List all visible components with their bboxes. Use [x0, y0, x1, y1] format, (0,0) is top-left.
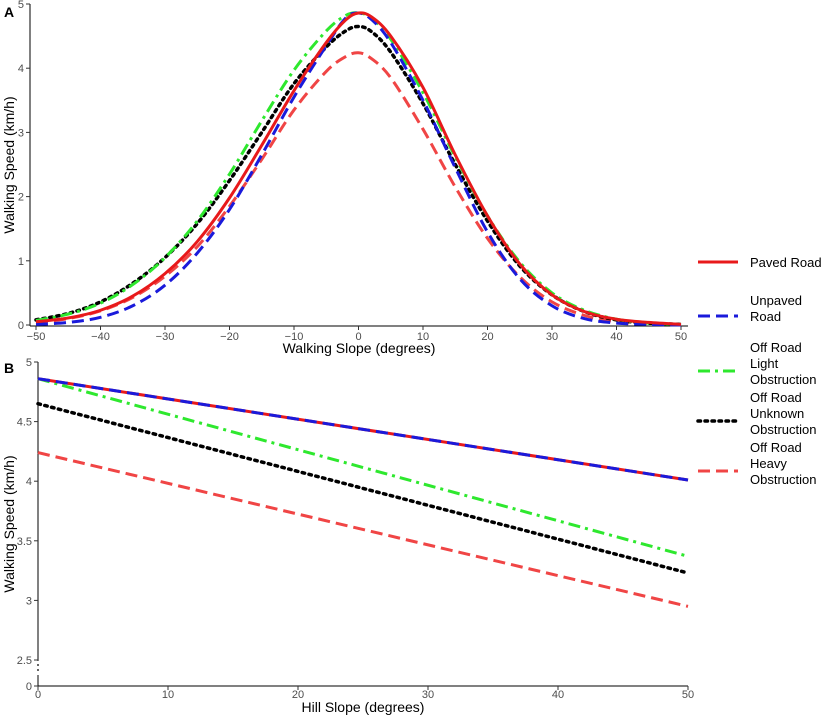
legend-label: Off Road [750, 390, 802, 405]
legend-label: Paved Road [750, 255, 822, 270]
series-line-off-road-heavy-obstruction [35, 51, 682, 326]
x-tick-label: −40 [91, 331, 110, 343]
y-tick-label: 0 [26, 681, 32, 693]
y-tick-label: 5 [18, 0, 24, 11]
panel-b: B 0 10 20 30 40 50 0 2.5 3 3.5 4 4.5 5 Hill Slope (… [1, 357, 694, 715]
x-tick-label: 30 [422, 689, 434, 701]
legend-label: Unpaved [750, 293, 802, 308]
series-line-off-road-heavy-obstruction [37, 451, 689, 608]
y-tick-label: 3 [26, 595, 32, 607]
y-tick-label: 2.5 [17, 655, 32, 667]
legend-label: Off Road [750, 340, 802, 355]
x-tick-label: −30 [156, 331, 175, 343]
x-tick-label: 10 [417, 331, 429, 343]
legend-label: Unknown [750, 406, 804, 421]
panel-a: A −50 −40 −30 −20 −10 0 10 20 30 40 50 0 1 2 3 4 5 Walk… [1, 0, 688, 356]
panel-a-x-ticks: −50 −40 −30 −20 −10 0 10 20 30 40 50 [27, 326, 687, 343]
y-tick-label: 1 [18, 256, 24, 268]
y-tick-label: 2 [18, 192, 24, 204]
x-tick-label: 0 [35, 689, 41, 701]
x-tick-label: −20 [220, 331, 239, 343]
series-line-off-road-unknown-obstruction [34, 24, 683, 327]
x-tick-label: 20 [292, 689, 304, 701]
legend-label: Obstruction [750, 472, 816, 487]
panel-b-x-axis-title: Hill Slope (degrees) [302, 699, 425, 715]
y-tick-label: 3.5 [17, 536, 32, 548]
x-tick-label: 10 [162, 689, 174, 701]
series-line-off-road-light-obstruction [35, 11, 682, 326]
series-line-off-road-light-obstruction [37, 377, 689, 558]
legend-label: Obstruction [750, 372, 816, 387]
panel-a-tag: A [4, 4, 14, 20]
panel-b-y-axis-title: Walking Speed (km/h) [1, 455, 17, 592]
x-tick-label: −50 [27, 331, 46, 343]
y-tick-label: 0 [18, 320, 24, 332]
legend-label: Heavy [750, 456, 787, 471]
x-tick-label: 40 [610, 331, 622, 343]
series-line-unpaved-road [37, 377, 689, 482]
panel-a-y-axis-title: Walking Speed (km/h) [1, 96, 17, 233]
x-tick-label: 20 [481, 331, 493, 343]
y-tick-label: 3 [18, 127, 24, 139]
legend-item-paved-road: Paved Road [698, 255, 822, 270]
y-tick-label: 5 [26, 357, 32, 369]
x-tick-label: 30 [546, 331, 558, 343]
x-tick-label: −10 [285, 331, 304, 343]
y-tick-label: 4 [18, 63, 24, 75]
series-line-off-road-unknown-obstruction [36, 401, 690, 575]
series-line-paved-road [35, 11, 682, 326]
x-tick-label: 40 [552, 689, 564, 701]
legend-label: Light [750, 356, 779, 371]
panel-a-x-axis-title: Walking Slope (degrees) [283, 340, 436, 356]
panel-b-y-ticks: 0 2.5 3 3.5 4 4.5 5 [17, 357, 38, 693]
panel-a-y-ticks: 0 1 2 3 4 5 [18, 0, 30, 332]
legend-label: Road [750, 309, 781, 324]
legend-label: Obstruction [750, 422, 816, 437]
y-tick-label: 4.5 [17, 417, 32, 429]
x-tick-label: 50 [675, 331, 687, 343]
series-line-unpaved-road [35, 11, 682, 327]
panel-b-x-ticks: 0 10 20 30 40 50 [35, 686, 694, 701]
panel-a-series [34, 11, 683, 327]
y-tick-label: 4 [26, 476, 32, 488]
panel-b-series [36, 377, 690, 608]
legend-label: Off Road [750, 440, 802, 455]
panel-b-tag: B [4, 360, 14, 376]
x-tick-label: 50 [682, 689, 694, 701]
x-tick-label: 0 [355, 331, 361, 343]
